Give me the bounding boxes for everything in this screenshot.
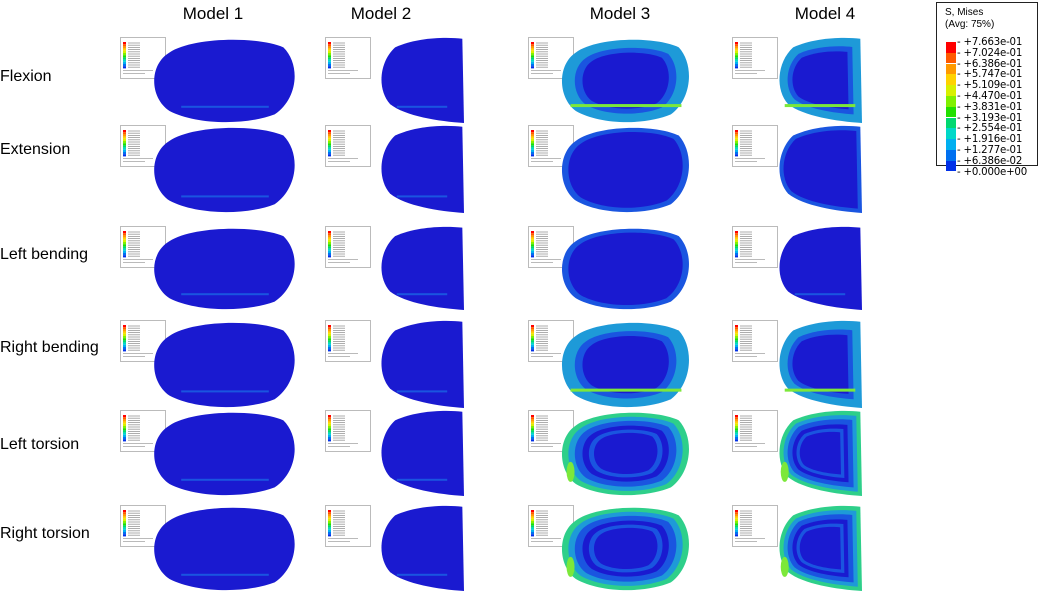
legend-label: - +3.831e-01 [957,101,1023,113]
contour-model-2-right-torsion [380,505,464,591]
row-label-right-torsion: Right torsion [0,525,90,542]
legend-label: - +0.000e+00 [957,166,1027,178]
legend-swatch [946,42,956,53]
legend-swatch [946,85,956,96]
column-title-model-4: Model 4 [794,4,856,23]
legend-title: S, Mises [945,7,984,18]
contour-model-3-extension [560,125,692,213]
contour-model-2-extension [380,125,464,213]
contour-model-1-left-bending [152,226,298,310]
legend-swatch [946,160,956,172]
legend-swatch [946,63,956,75]
contour-model-4-extension [778,125,862,213]
contour-model-1-extension [152,125,298,213]
legend-subtitle: (Avg: 75%) [945,19,995,30]
contour-model-1-left-torsion [152,410,298,496]
legend-label: - +7.663e-01 [957,37,1023,48]
row-label-left-bending: Left bending [0,246,89,263]
contour-model-4-flexion [778,37,862,123]
contour-model-1-right-torsion [152,505,298,591]
contour-model-4-left-bending [778,226,862,310]
row-label-extension: Extension [0,141,71,158]
legend-swatch [946,117,956,129]
contour-model-2-left-bending [380,226,464,310]
column-title-model-2: Model 2 [350,4,412,23]
contour-model-3-right-torsion [560,505,692,591]
legend-label: - +1.916e-01 [957,134,1023,146]
legend-swatch [946,139,956,150]
legend-label: - +6.386e-01 [957,58,1023,70]
legend-swatch [946,74,956,86]
contour-model-2-right-bending [380,320,464,408]
row-label-left-torsion: Left torsion [0,436,80,453]
row-label-right-bending: Right bending [0,339,99,356]
legend-label: - +3.193e-01 [957,112,1023,124]
contour-model-2-left-torsion [380,410,464,496]
legend-swatch [946,106,956,118]
legend-swatch [946,96,956,107]
legend-label: - +6.386e-02 [957,155,1023,167]
legend-swatch [946,128,956,140]
legend-label: - +2.554e-01 [957,123,1023,135]
contour-model-2-flexion [380,37,464,123]
row-label-flexion: Flexion [0,68,52,85]
legend-swatch [946,150,956,161]
legend-label: - +1.277e-01 [957,145,1023,156]
legend-label: - +7.024e-01 [957,47,1023,59]
contour-model-1-right-bending [152,320,298,408]
contour-model-3-left-bending [560,226,692,310]
legend-label: - +5.747e-01 [957,69,1023,81]
contour-model-4-left-torsion [778,410,862,496]
contour-model-3-flexion [560,37,692,123]
column-title-model-1: Model 1 [182,4,244,23]
legend-label: - +4.470e-01 [957,91,1023,102]
legend-label: - +5.109e-01 [957,80,1023,92]
contour-model-4-right-bending [778,320,862,408]
contour-model-3-left-torsion [560,410,692,496]
stress-legend: S, Mises (Avg: 75%) - +7.663e-01- +7.024… [936,2,1038,178]
legend-swatch [946,52,956,64]
contour-model-1-flexion [152,37,298,123]
column-title-model-3: Model 3 [589,4,651,23]
contour-model-3-right-bending [560,320,692,408]
contour-model-4-right-torsion [778,505,862,591]
